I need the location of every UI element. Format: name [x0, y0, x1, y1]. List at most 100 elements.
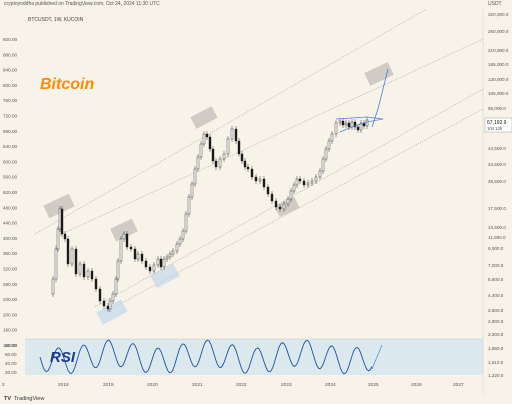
rsi-band	[25, 339, 483, 375]
candle-body	[78, 263, 82, 275]
footer-brand: TradingView	[14, 396, 45, 402]
right-axis-tick: 44,500.0	[488, 146, 506, 151]
left-axis-tick: 800.00	[3, 83, 17, 88]
candle-body	[184, 213, 188, 232]
candle-body	[334, 122, 338, 135]
right-axis-tick: 1,220.0	[488, 373, 504, 378]
left-axis-tick: 400.00	[3, 236, 17, 241]
candle-body	[181, 230, 185, 240]
price-chart[interactable]: BTCUSDT, 1W, KUCOIN 920.00 880.00 840.00 80…	[0, 9, 512, 394]
candle-body	[178, 238, 182, 245]
candle-body	[56, 228, 60, 250]
left-axis-tick: 120.00	[3, 343, 17, 348]
right-axis-tick: 9,000.0	[488, 246, 504, 251]
candle-body	[86, 270, 90, 278]
candle-body	[119, 238, 123, 262]
candle-body	[274, 200, 278, 208]
left-axis-tick: 560.00	[3, 175, 17, 180]
candle-body	[90, 270, 94, 280]
candle-body	[168, 253, 172, 258]
left-axis-tick: 240.00	[3, 297, 17, 302]
candle-body	[94, 278, 98, 290]
candle-body	[211, 148, 215, 162]
candle-body	[193, 168, 197, 185]
candle-body	[106, 305, 110, 310]
candle-body	[262, 178, 266, 188]
candle-body	[350, 121, 354, 128]
time-axis-tick: 2026	[411, 382, 422, 388]
candle-body	[140, 253, 144, 262]
channel-line	[59, 38, 484, 236]
candle-body	[365, 119, 369, 127]
right-price-axis: 320,000.0 260,000.0 210,000.0 165,000.0 130,…	[488, 12, 509, 378]
time-axis-tick: 2027	[453, 382, 464, 388]
rsi-axis-tick: 80.00	[5, 343, 17, 348]
right-axis-tick: 210,000.0	[488, 48, 509, 53]
left-axis-tick: 840.00	[3, 68, 17, 73]
candle-body	[202, 133, 206, 145]
highlight-box	[190, 106, 218, 129]
currency-label: USDT	[488, 1, 502, 7]
left-axis-tick: 360.00	[3, 251, 17, 256]
candle-body	[60, 208, 64, 235]
candle-body	[129, 246, 133, 250]
candle-body	[214, 160, 218, 168]
candle-body	[199, 143, 203, 158]
time-axis: 2 2018 2019 2020 2021 2022 2023 2024 2025 2026 202…	[2, 382, 464, 388]
left-axis-tick: 880.00	[3, 52, 17, 57]
candle-body	[266, 186, 270, 195]
candle-body	[314, 176, 318, 182]
left-axis-tick: 480.00	[3, 205, 17, 210]
candle-body	[289, 190, 293, 200]
candle-body	[152, 264, 156, 272]
left-axis-tick: 760.00	[3, 98, 17, 103]
candle-body	[187, 196, 191, 215]
highlight-box	[43, 193, 75, 219]
candle-body	[98, 288, 102, 302]
right-axis-tick: 17,500.0	[488, 206, 506, 211]
right-axis-tick: 7,000.0	[488, 263, 504, 268]
candle-body	[114, 278, 118, 295]
right-axis-tick: 11,000.0	[488, 235, 506, 240]
candle-body	[111, 293, 115, 302]
candle-body	[250, 168, 254, 178]
candle-body	[222, 153, 226, 160]
left-price-axis: 920.00 880.00 840.00 800.00 760.00 720.00 680.…	[3, 37, 17, 348]
candle-body	[318, 170, 322, 178]
candle-body	[310, 180, 314, 184]
candle-body	[324, 148, 328, 160]
candle-body	[175, 243, 179, 252]
candle-body	[327, 140, 331, 150]
tradingview-logo-icon: TV	[4, 396, 12, 402]
candle-body	[205, 133, 209, 138]
candle-body	[226, 138, 230, 155]
candle-body	[102, 300, 106, 307]
time-axis-tick: 2019	[103, 382, 114, 388]
time-axis-tick: 2018	[58, 382, 69, 388]
time-axis-tick: 2024	[325, 382, 336, 388]
candle-body	[353, 121, 357, 128]
candle-body	[74, 248, 78, 275]
bitcoin-annotation: Bitcoin	[40, 76, 94, 93]
time-axis-tick: 2025	[368, 382, 379, 388]
candle-body	[356, 126, 360, 131]
candle-body	[254, 176, 258, 182]
candle-body	[108, 300, 112, 310]
candle-body	[63, 233, 67, 240]
candle-body	[286, 198, 290, 205]
consolidation-triangle	[335, 116, 384, 133]
rsi-axis-tick: 20.00	[5, 370, 17, 375]
right-axis-tick: 34,500.0	[488, 162, 506, 167]
left-axis-tick: 440.00	[3, 221, 17, 226]
left-axis-tick: 600.00	[3, 159, 17, 164]
candle-body	[246, 166, 250, 170]
highlight-box	[364, 62, 394, 86]
rsi-projection	[371, 344, 383, 370]
candle-body	[341, 120, 345, 126]
candle-body	[165, 256, 169, 260]
candle-body	[282, 203, 286, 210]
price-tag-value: 67,192.9	[487, 120, 507, 126]
projection-path	[335, 68, 389, 133]
candle-body	[234, 128, 238, 142]
price-tag	[484, 117, 512, 133]
